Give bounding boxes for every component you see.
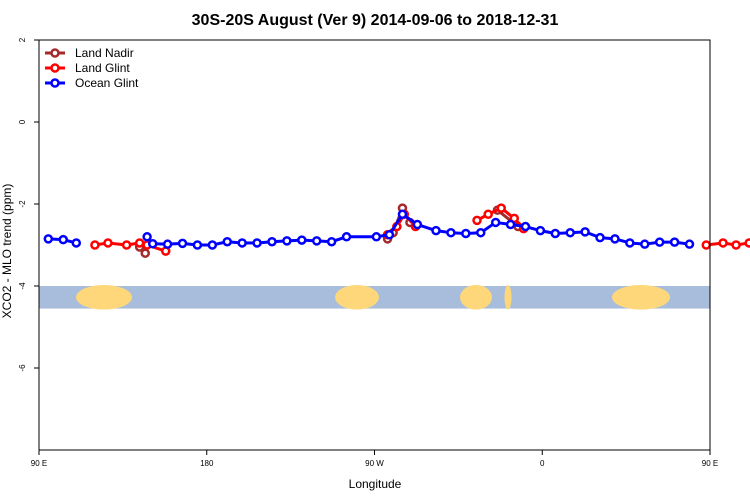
data-point <box>475 227 486 238</box>
data-point <box>162 239 173 249</box>
data-point <box>384 230 395 240</box>
land-australia <box>76 285 132 310</box>
land-africa <box>460 285 492 310</box>
land-south-america <box>335 285 379 310</box>
x-tick-label: 90 W <box>365 459 384 468</box>
legend-marker <box>50 48 60 58</box>
data-point <box>192 240 203 250</box>
data-point <box>121 240 132 250</box>
y-axis-label: XCO2 - MLO trend (ppm) <box>0 184 14 319</box>
y-axis-ticks: 2 0 -2 -4 -6 <box>18 37 39 372</box>
data-point <box>237 238 247 248</box>
y-tick-label: 2 <box>18 37 27 42</box>
legend-label: Ocean Glint <box>75 76 139 90</box>
x-axis-label: Longitude <box>349 477 402 491</box>
data-point <box>580 227 590 237</box>
data-point <box>90 240 100 250</box>
y-tick-label: -4 <box>18 282 27 290</box>
x-tick-label: 90 E <box>702 459 718 468</box>
legend-marker <box>50 78 60 88</box>
series-ocean-glint <box>43 209 695 250</box>
data-point <box>71 238 82 248</box>
data-point <box>505 219 516 230</box>
data-point <box>267 236 277 247</box>
data-point <box>140 248 150 258</box>
data-point <box>412 219 423 230</box>
data-point <box>535 225 546 236</box>
data-point <box>595 232 605 243</box>
x-axis-ticks: 90 E 180 90 W 0 90 E <box>31 450 718 468</box>
data-point <box>326 236 337 247</box>
data-point <box>731 240 741 250</box>
data-point <box>134 238 145 248</box>
data-point <box>177 238 188 249</box>
series-land-glint <box>90 203 750 256</box>
data-point <box>311 236 322 246</box>
legend-marker <box>50 63 60 73</box>
data-point <box>684 239 695 249</box>
y-tick-label: 0 <box>18 119 27 124</box>
legend-label: Land Nadir <box>75 46 134 60</box>
x-tick-label: 0 <box>540 459 545 468</box>
data-point <box>431 225 441 236</box>
data-point <box>718 238 728 248</box>
data-point <box>744 238 750 248</box>
data-point <box>625 238 635 248</box>
data-point <box>207 240 218 250</box>
land-australia-repeat <box>612 285 670 310</box>
data-point <box>43 234 54 244</box>
data-point <box>669 237 680 247</box>
data-point <box>58 234 68 245</box>
data-point <box>222 236 233 247</box>
data-point <box>297 235 307 245</box>
land-madagascar <box>504 285 512 310</box>
y-tick-label: -6 <box>18 364 27 372</box>
data-point <box>483 209 493 219</box>
data-point <box>282 236 292 246</box>
data-point <box>341 232 352 242</box>
data-point <box>701 240 712 250</box>
data-point <box>142 232 152 242</box>
data-point <box>252 238 262 248</box>
data-point <box>147 239 158 249</box>
data-point <box>610 234 620 244</box>
x-tick-label: 90 E <box>31 459 47 468</box>
data-point <box>654 237 665 247</box>
x-tick-label: 180 <box>200 459 214 468</box>
data-point <box>490 217 501 228</box>
data-point <box>103 238 113 248</box>
chart-title: 30S-20S August (Ver 9) 2014-09-06 to 201… <box>192 12 559 29</box>
series-layer <box>43 203 750 258</box>
data-point <box>565 227 575 238</box>
data-point <box>550 228 561 239</box>
data-point <box>520 221 531 232</box>
legend-label: Land Glint <box>75 61 130 75</box>
data-point <box>640 239 650 249</box>
data-point <box>461 228 471 239</box>
data-point <box>397 209 408 219</box>
data-point <box>472 215 482 226</box>
y-tick-label: -2 <box>18 200 27 208</box>
data-point <box>446 227 456 238</box>
data-point <box>371 232 382 242</box>
data-point <box>496 203 506 213</box>
land-ocean-mask <box>39 285 710 310</box>
